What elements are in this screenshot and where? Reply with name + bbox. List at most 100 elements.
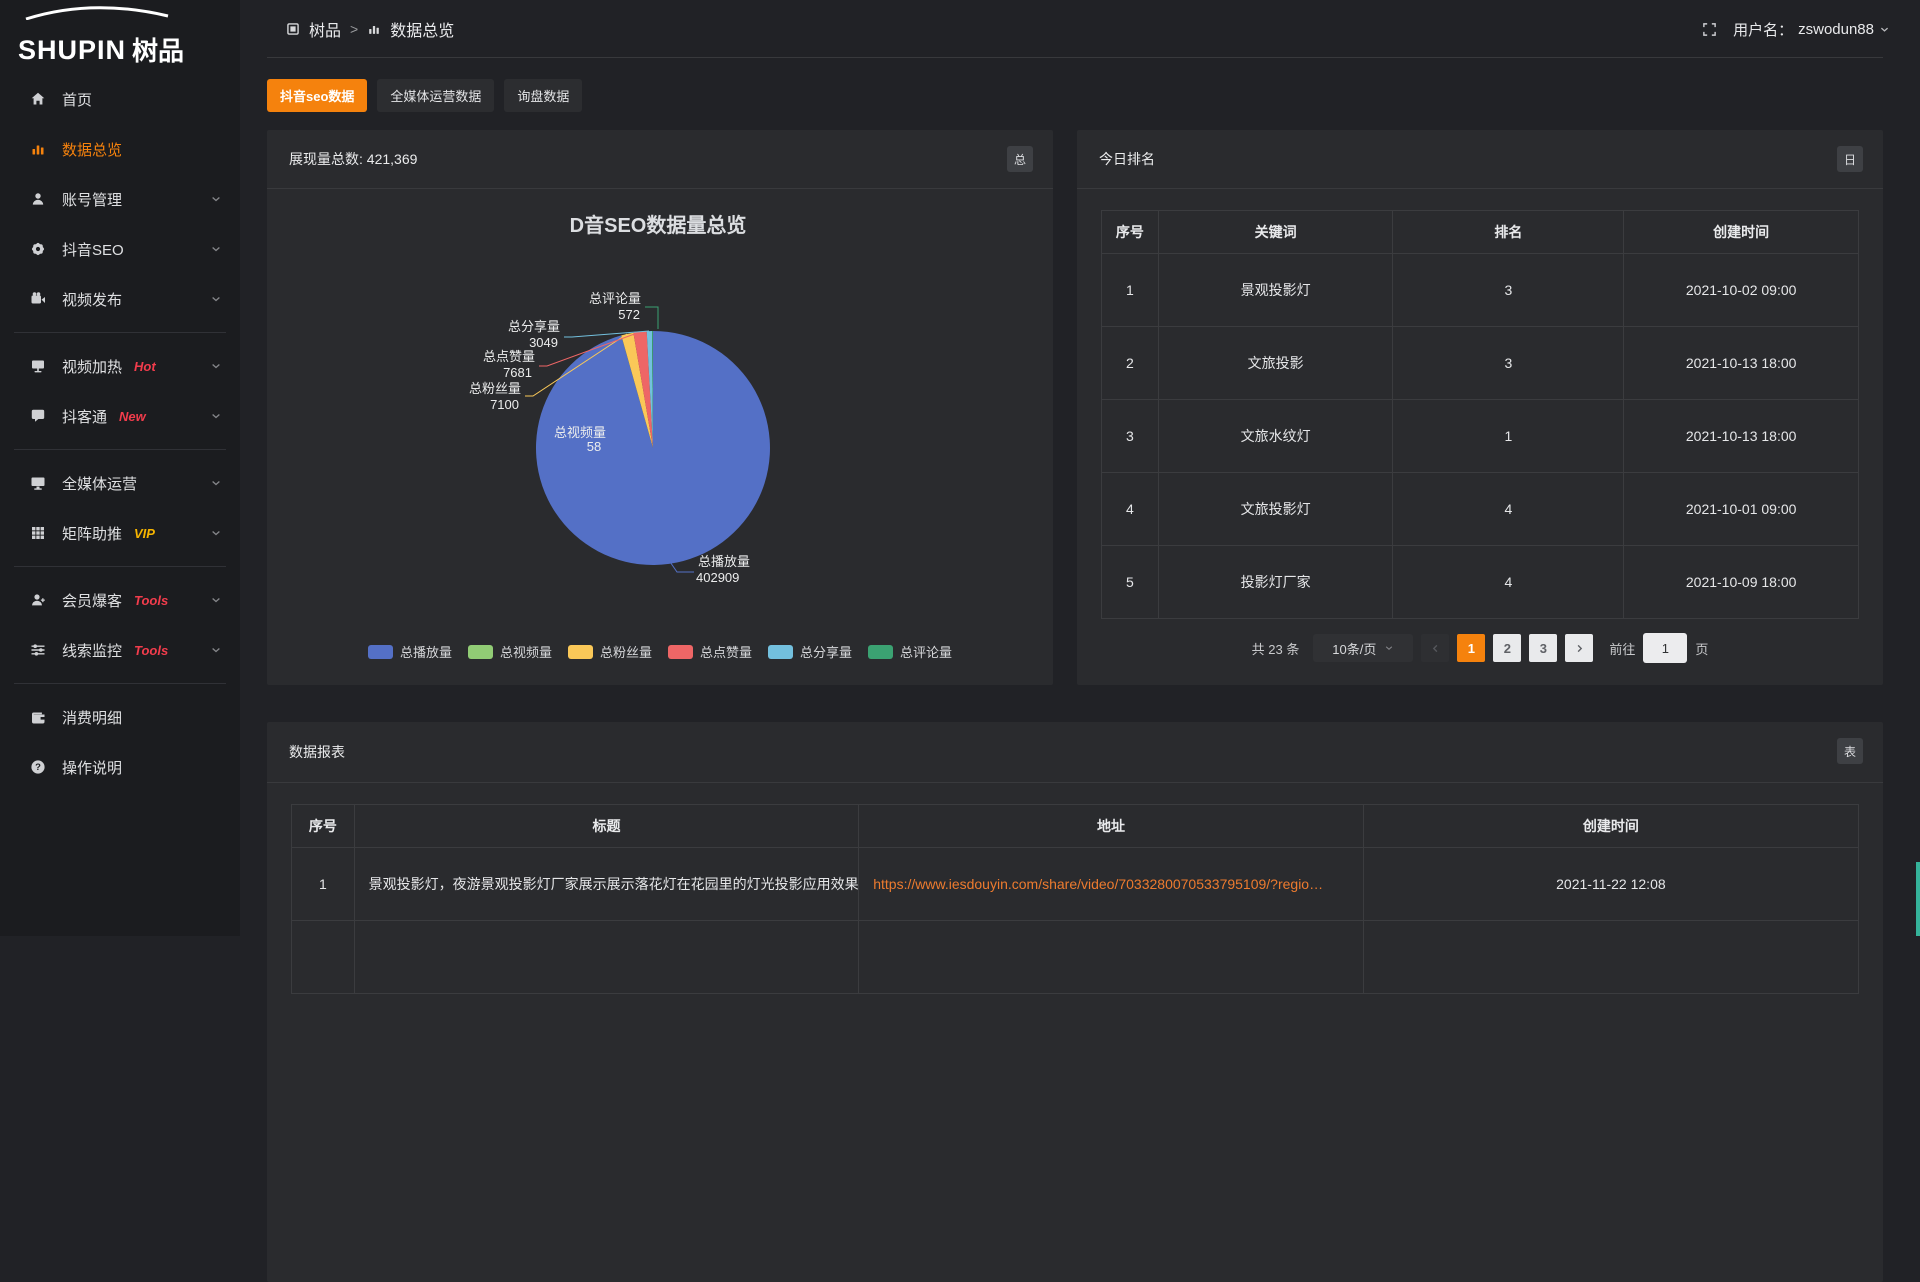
chart-icon [367, 22, 381, 36]
logo-text-en: SHUPIN [18, 35, 127, 65]
sidebar-item-6[interactable]: 视频加热 Hot [0, 341, 240, 391]
sidebar-item-badge: VIP [134, 525, 155, 541]
label-line [564, 330, 650, 338]
sidebar-item-9[interactable]: 矩阵助推 VIP [0, 508, 240, 558]
table-row[interactable]: 1 景观投影灯，夜游景观投影灯厂家展示展示落花灯在花园里的灯光投影应用效果 # ht… [291, 847, 1860, 921]
column-header: 序号 [291, 804, 355, 848]
pie-label-value: 3049 [529, 335, 558, 350]
sidebar-item-2[interactable]: 数据总览 [0, 124, 240, 174]
pie-label-value: 58 [587, 439, 601, 454]
pie-slice-总粉丝量[interactable] [621, 332, 653, 448]
chevron-down-icon [210, 360, 222, 372]
user-menu[interactable]: 用户名： zswodun88 [1733, 19, 1890, 40]
sidebar-item-4[interactable]: 抖音SEO [0, 224, 240, 274]
next-page-button[interactable] [1565, 634, 1594, 662]
column-header: 序号 [1101, 210, 1159, 254]
app-icon [286, 22, 300, 36]
table-cell: 4 [1392, 545, 1625, 619]
legend-item[interactable]: 总播放量 [367, 642, 452, 661]
grid-icon [30, 525, 48, 541]
question-icon: ? [30, 759, 48, 775]
username: zswodun88 [1798, 20, 1874, 38]
sidebar-item-label: 线索监控 [62, 642, 123, 660]
pie-label-name: 总分享量 [508, 319, 560, 334]
table-row[interactable]: 1 景观投影灯 3 2021-10-02 09:00 [1101, 253, 1859, 327]
impressions-panel: 展现量总数: 421,369 总 D音SEO数据量总览 总播放量 402909 总视频… [267, 130, 1053, 685]
table-cell: 1 [1101, 253, 1159, 327]
total-view-button[interactable]: 总 [1007, 146, 1033, 172]
report-panel: 数据报表 表 序号 标题 地址 创建时间 1 景观投影灯，夜游景观投影灯厂家展示展示落花… [267, 722, 1883, 1282]
report-table-head: 序号 标题 地址 创建时间 [291, 804, 1860, 848]
monitor-icon [30, 475, 48, 491]
home-icon [30, 91, 48, 107]
scrollbar-thumb[interactable] [1916, 862, 1920, 936]
sidebar-item-label: 全媒体运营 [62, 475, 138, 493]
table-cell: 2021-10-13 18:00 [1623, 399, 1859, 473]
sidebar-item-1[interactable]: 首页 [0, 74, 240, 124]
breadcrumb-item-home[interactable]: 树品 [309, 23, 342, 40]
sidebar-item-12[interactable]: 消费明细 [0, 692, 240, 742]
app-logo[interactable]: SHUPIN 树品 [0, 0, 240, 64]
table-cell: 2021-10-02 09:00 [1623, 253, 1859, 327]
table-cell: 3 [1392, 253, 1625, 327]
legend-label: 总评论量 [900, 645, 953, 660]
legend-label: 总视频量 [499, 645, 552, 660]
tab-1[interactable]: 抖音seo数据 [267, 79, 368, 112]
ranking-table-body: 1 景观投影灯 3 2021-10-02 09:00 2 文旅投影 3 2021-10-13 … [1101, 253, 1859, 619]
sidebar-item-label: 账号管理 [62, 191, 123, 209]
page-2-button[interactable]: 2 [1493, 634, 1522, 662]
prev-page-button[interactable] [1421, 634, 1450, 662]
table-cell: 文旅水纹灯 [1157, 399, 1394, 473]
legend-swatch [668, 644, 693, 659]
sidebar-item-13[interactable]: ? 操作说明 [0, 742, 240, 792]
table-cell: 景观投影灯 [1157, 253, 1394, 327]
page-1-button[interactable]: 1 [1457, 634, 1486, 662]
pie-slice-总播放量[interactable] [535, 331, 770, 565]
report-table: 序号 标题 地址 创建时间 1 景观投影灯，夜游景观投影灯厂家展示展示落花灯在花园里的灯… [291, 804, 1860, 994]
goto-page-input[interactable] [1643, 633, 1688, 663]
user-icon [30, 191, 48, 207]
table-row[interactable]: 2 文旅投影 3 2021-10-13 18:00 [1101, 326, 1859, 400]
fullscreen-button[interactable] [1702, 22, 1717, 37]
table-header-row: 序号 标题 地址 创建时间 [291, 804, 1860, 848]
sidebar-item-11[interactable]: 线索监控 Tools [0, 625, 240, 675]
pie-label-value: 572 [618, 307, 640, 322]
pie-label-value: 7100 [490, 397, 519, 412]
divider [14, 566, 226, 567]
sidebar-item-10[interactable]: 会员爆客 Tools [0, 575, 240, 625]
pie-slice-总评论量[interactable] [652, 330, 653, 448]
sidebar-item-8[interactable]: 全媒体运营 [0, 458, 240, 508]
url-link[interactable]: https://www.iesdouyin.com/share/video/70… [858, 847, 1364, 921]
sidebar-item-5[interactable]: 视频发布 [0, 274, 240, 324]
tab-2[interactable]: 全媒体运营数据 [377, 79, 495, 112]
chevron-right-icon [1577, 644, 1583, 652]
day-view-button[interactable]: 日 [1837, 146, 1863, 172]
legend-item[interactable]: 总分享量 [768, 642, 852, 661]
legend-item[interactable]: 总点赞量 [668, 642, 752, 661]
table-row[interactable]: 3 文旅水纹灯 1 2021-10-13 18:00 [1101, 399, 1859, 473]
pie-slice-总分享量[interactable] [646, 331, 653, 448]
pie-label-name: 总点赞量 [483, 349, 535, 364]
legend-item[interactable]: 总评论量 [868, 642, 952, 661]
table-cell: 3 [1101, 399, 1159, 473]
chart-legend: 总播放量 总视频量 总粉丝量 总点赞量 总分享量 总评论量 [267, 642, 1053, 661]
table-row[interactable]: 4 文旅投影灯 4 2021-10-01 09:00 [1101, 472, 1859, 546]
sidebar-item-7[interactable]: 抖客通 New [0, 391, 240, 441]
pie-slice-总点赞量[interactable] [633, 331, 653, 448]
chevron-down-icon [210, 243, 222, 255]
legend-item[interactable]: 总视频量 [467, 642, 552, 661]
legend-item[interactable]: 总粉丝量 [567, 642, 652, 661]
legend-swatch [868, 644, 894, 659]
table-row[interactable]: 5 投影灯厂家 4 2021-10-09 18:00 [1101, 545, 1859, 619]
page-3-button[interactable]: 3 [1529, 634, 1558, 662]
legend-label: 总粉丝量 [599, 645, 652, 660]
sidebar-item-badge: Hot [134, 358, 156, 374]
column-header: 标题 [353, 804, 860, 848]
chevron-down-icon [210, 644, 222, 656]
page-size-select[interactable]: 10条/页 [1313, 634, 1414, 662]
table-cell: 2021-10-01 09:00 [1623, 472, 1859, 546]
table-view-button[interactable]: 表 [1837, 738, 1863, 764]
gear-icon [30, 241, 48, 257]
sidebar-item-3[interactable]: 账号管理 [0, 174, 240, 224]
tab-3[interactable]: 询盘数据 [504, 79, 583, 112]
